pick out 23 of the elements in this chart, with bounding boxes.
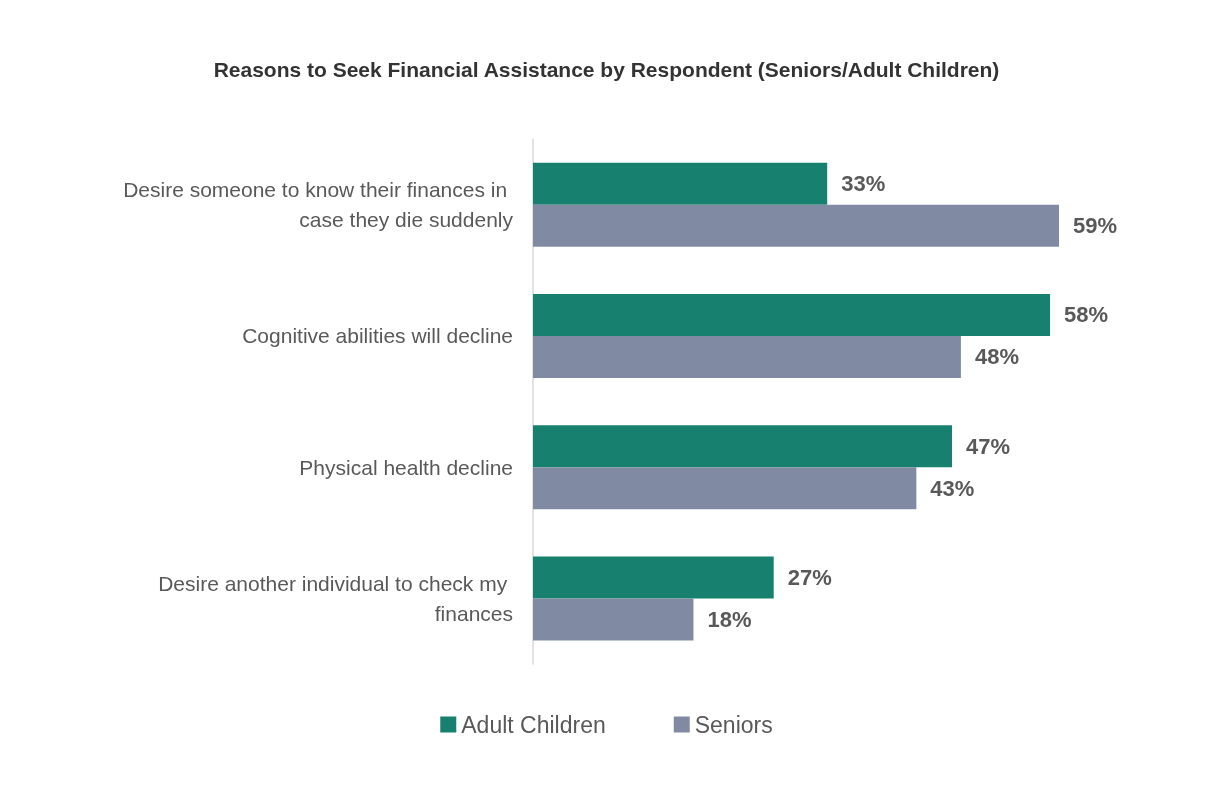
data-label: 59% (1073, 213, 1118, 239)
bar (533, 425, 953, 468)
data-label: 27% (787, 564, 832, 590)
data-label: 18% (707, 606, 752, 632)
legend-label: Adult Children (461, 711, 606, 738)
bar (533, 556, 774, 599)
y-tick-label: Physical health decline (299, 455, 513, 479)
bar (533, 293, 1051, 336)
legend-label: Seniors (694, 711, 773, 738)
data-label: 33% (841, 171, 886, 197)
bar (533, 162, 828, 205)
y-tick-label: Cognitive abilities will decline (242, 324, 513, 348)
data-label: 48% (974, 344, 1019, 370)
bar (533, 467, 917, 510)
bar (533, 598, 694, 641)
bar (533, 204, 1059, 247)
data-label: 58% (1064, 302, 1109, 328)
bar (533, 335, 961, 378)
y-tick-label: Desire someone to know their finances in case they die suddenly (123, 178, 514, 232)
y-tick-label: Desire another individual to check my finances (158, 571, 513, 625)
chart-title: Reasons to Seek Financial Assistance by Respondent (Seniors/Adult Children) (213, 58, 1000, 81)
data-label: 43% (930, 475, 975, 501)
data-label: 47% (966, 433, 1011, 459)
